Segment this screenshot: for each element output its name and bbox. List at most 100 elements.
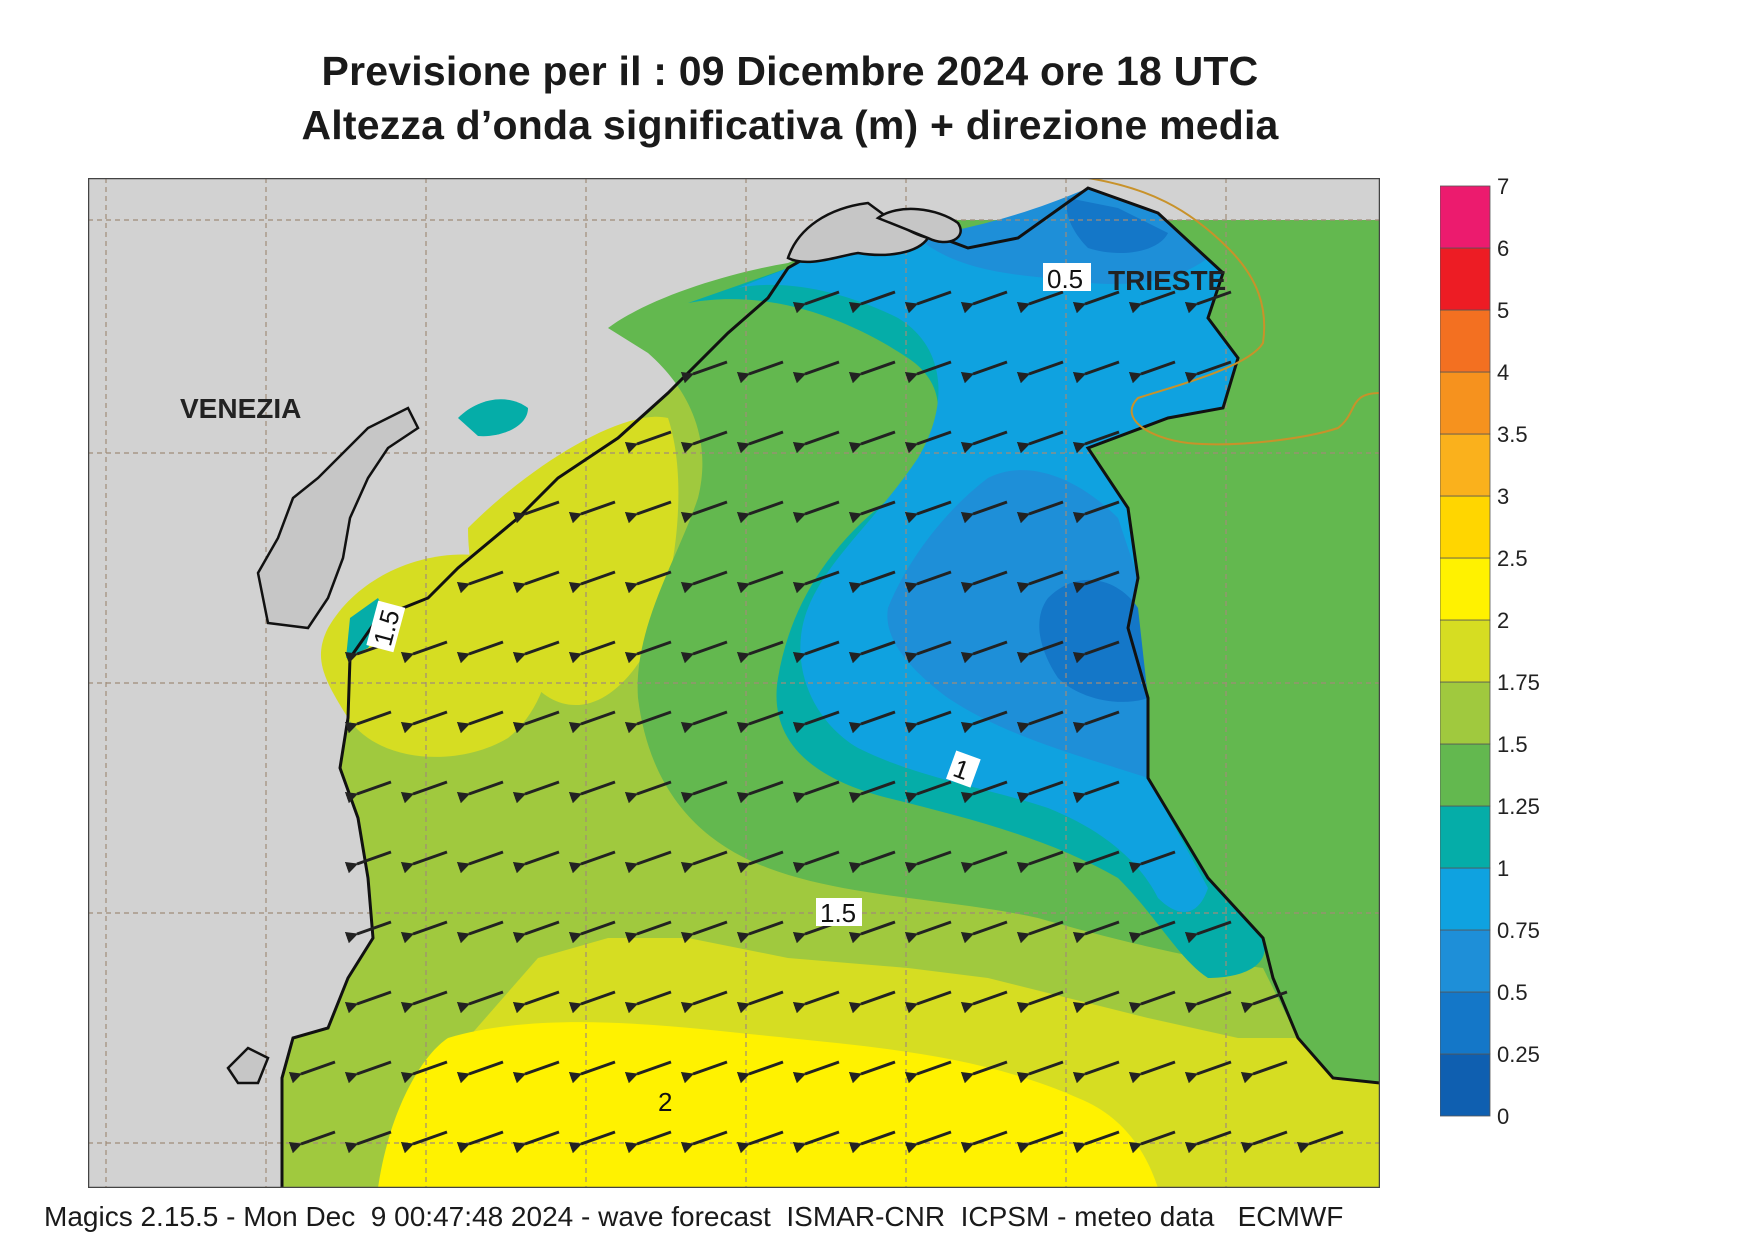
direction-arrow xyxy=(736,570,784,594)
direction-arrow xyxy=(960,850,1008,874)
direction-arrow xyxy=(1016,990,1064,1014)
direction-arrow xyxy=(568,1060,616,1084)
legend-tick-label: 0.75 xyxy=(1497,918,1540,943)
direction-arrow xyxy=(344,920,392,944)
direction-arrow xyxy=(456,920,504,944)
border-line xyxy=(1087,178,1380,446)
direction-arrow xyxy=(624,570,672,594)
direction-arrow xyxy=(1016,710,1064,734)
direction-arrow xyxy=(400,1130,448,1154)
direction-arrow xyxy=(344,850,392,874)
direction-arrow xyxy=(960,360,1008,384)
wave-height-map: VENEZIA TRIESTE 0.5 1 1.5 1.5 2 xyxy=(88,178,1380,1188)
legend-swatch xyxy=(1440,681,1491,745)
direction-arrow xyxy=(456,710,504,734)
direction-arrow xyxy=(1016,1060,1064,1084)
direction-arrow xyxy=(736,780,784,804)
direction-arrow xyxy=(1184,1060,1232,1084)
direction-arrow xyxy=(1072,920,1120,944)
legend-tick-label: 3.5 xyxy=(1497,422,1528,447)
legend-swatch xyxy=(1440,929,1491,993)
legend-swatch xyxy=(1440,185,1491,249)
direction-arrow xyxy=(568,1130,616,1154)
direction-arrow xyxy=(1128,920,1176,944)
legend-tick-label: 1.75 xyxy=(1497,670,1540,695)
direction-arrow xyxy=(848,360,896,384)
direction-arrow xyxy=(1072,500,1120,524)
direction-arrow xyxy=(344,710,392,734)
direction-arrow xyxy=(512,500,560,524)
contour-label-1-5-south: 1.5 xyxy=(816,898,862,928)
direction-arrow xyxy=(1016,850,1064,874)
direction-arrow xyxy=(344,990,392,1014)
direction-arrow xyxy=(1240,1060,1288,1084)
direction-arrow xyxy=(400,920,448,944)
map-frame xyxy=(88,178,1380,1188)
direction-arrow xyxy=(1240,1130,1288,1154)
direction-arrow xyxy=(960,640,1008,664)
direction-arrow xyxy=(624,500,672,524)
direction-arrow xyxy=(848,780,896,804)
direction-arrow xyxy=(904,360,952,384)
direction-arrow xyxy=(736,850,784,874)
legend-tick-label: 1.5 xyxy=(1497,732,1528,757)
legend-tick-label: 0.25 xyxy=(1497,1042,1540,1067)
direction-arrow xyxy=(1016,430,1064,454)
direction-arrow xyxy=(456,1130,504,1154)
direction-arrow xyxy=(624,640,672,664)
legend-tick-label: 4 xyxy=(1497,360,1509,385)
direction-arrow xyxy=(1072,850,1120,874)
legend-tick-label: 0 xyxy=(1497,1104,1509,1129)
direction-arrow xyxy=(736,640,784,664)
svg-text:1.5: 1.5 xyxy=(820,898,856,928)
legend-swatch xyxy=(1440,371,1491,435)
direction-arrow xyxy=(904,1130,952,1154)
legend-swatch xyxy=(1440,433,1491,497)
direction-arrow xyxy=(1016,640,1064,664)
legend-swatch xyxy=(1440,743,1491,807)
direction-arrow xyxy=(904,1060,952,1084)
direction-arrow xyxy=(1016,920,1064,944)
direction-arrow xyxy=(456,990,504,1014)
direction-arrow xyxy=(1184,360,1232,384)
direction-arrow xyxy=(792,640,840,664)
direction-arrow xyxy=(568,710,616,734)
direction-arrow xyxy=(624,1130,672,1154)
direction-arrow xyxy=(792,570,840,594)
direction-arrow xyxy=(736,1130,784,1154)
svg-text:0.5: 0.5 xyxy=(1047,264,1083,294)
direction-arrow xyxy=(904,290,952,314)
direction-arrow xyxy=(736,1060,784,1084)
direction-arrow xyxy=(456,850,504,874)
direction-arrow xyxy=(568,990,616,1014)
direction-arrow xyxy=(1016,780,1064,804)
direction-arrow xyxy=(960,990,1008,1014)
direction-arrow xyxy=(904,990,952,1014)
legend-tick-label: 2.5 xyxy=(1497,546,1528,571)
direction-arrow xyxy=(568,570,616,594)
direction-arrow xyxy=(1016,360,1064,384)
direction-arrow xyxy=(680,850,728,874)
footer-credit: Magics 2.15.5 - Mon Dec 9 00:47:48 2024 … xyxy=(44,1201,1344,1232)
band-1-coast-patch xyxy=(458,399,528,437)
legend-swatch xyxy=(1440,991,1491,1055)
direction-arrow xyxy=(568,640,616,664)
direction-arrow xyxy=(792,1060,840,1084)
direction-arrow xyxy=(400,1060,448,1084)
direction-arrow xyxy=(792,290,840,314)
direction-arrow xyxy=(344,1130,392,1154)
direction-arrow xyxy=(680,920,728,944)
direction-arrow xyxy=(1128,850,1176,874)
direction-arrow xyxy=(904,710,952,734)
direction-arrow xyxy=(848,710,896,734)
direction-arrow xyxy=(848,290,896,314)
direction-arrow xyxy=(680,710,728,734)
direction-arrow xyxy=(736,920,784,944)
direction-arrow xyxy=(400,780,448,804)
direction-arrow xyxy=(736,430,784,454)
contour-label-1: 1 xyxy=(945,750,981,788)
direction-arrow xyxy=(736,990,784,1014)
legend-ticks: 0 0.25 0.5 0.75 1 1.25 1.5 1.75 2 2.5 3 3.5 4 5 6 7 xyxy=(1497,178,1540,1129)
direction-arrow xyxy=(512,640,560,664)
direction-arrow xyxy=(1128,360,1176,384)
